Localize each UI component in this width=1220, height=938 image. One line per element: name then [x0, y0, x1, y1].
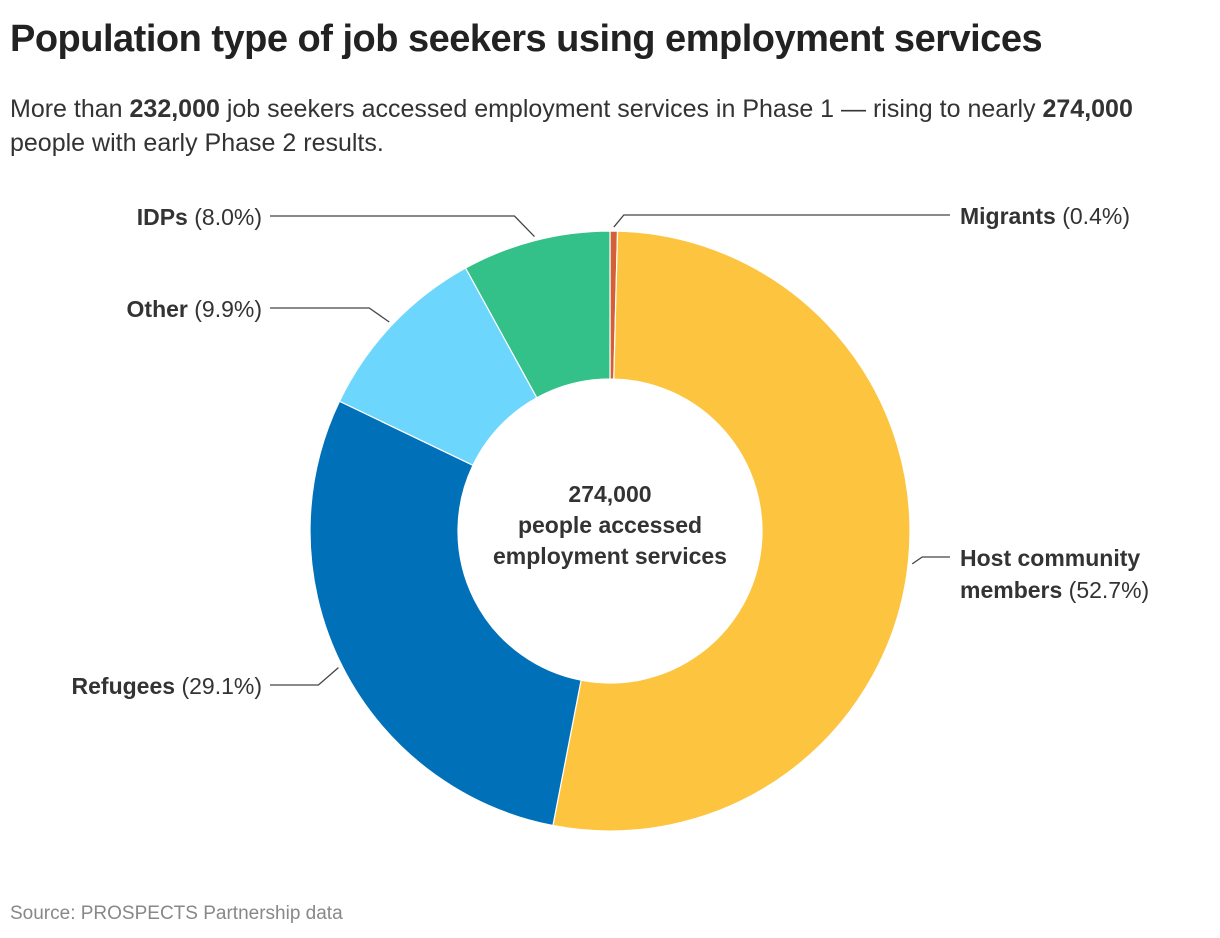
leader-line-refugees [270, 667, 339, 686]
leader-line-migrants [613, 214, 950, 228]
subtitle-phase2-count: 274,000 [1042, 95, 1133, 123]
leader-line-host-community-members [911, 556, 950, 565]
slice-host-community-members [552, 230, 911, 832]
slice-label-percent: (8.0%) [188, 204, 262, 230]
slice-label-name: Other [127, 296, 188, 322]
slice-idps [464, 230, 611, 399]
slice-labels-layer: Migrants (0.4%) Host community members (52… [72, 203, 1150, 699]
slice-label-refugees: Refugees (29.1%) [72, 673, 262, 699]
slice-label-name: IDPs [137, 204, 188, 230]
slice-label-migrants: Migrants (0.4%) [960, 203, 1130, 229]
subtitle-text-3: people with early Phase 2 results. [10, 129, 384, 157]
slice-label-idps: IDPs (8.0%) [137, 204, 262, 230]
slices-layer [309, 230, 911, 832]
chart-subtitle: More than 232,000 job seekers accessed e… [10, 92, 1190, 160]
leader-lines-layer [270, 214, 950, 686]
slice-label-host-community-members: Host community members (52.7%) [960, 545, 1149, 603]
slice-label-percent: (29.1%) [175, 673, 262, 699]
source-note: Source: PROSPECTS Partnership data [10, 903, 343, 924]
slice-label-name: Refugees [72, 673, 176, 699]
slice-label-other: Other (9.9%) [127, 296, 262, 322]
leader-line-idps [270, 215, 535, 237]
center-label-line: people accessed [518, 512, 702, 538]
slice-label-percent: (9.9%) [188, 296, 262, 322]
leader-line-other [270, 307, 390, 323]
slice-label-percent: (52.7%) [1062, 577, 1149, 603]
slice-label-name-line: Host community [960, 545, 1140, 571]
subtitle-text-2: job seekers accessed employment services… [219, 95, 1043, 123]
center-label-value: 274,000 [568, 481, 651, 507]
chart-title: Population type of job seekers using emp… [10, 18, 1043, 60]
slice-label-name-line: members [960, 577, 1062, 603]
subtitle-text-1: More than [10, 95, 130, 123]
center-label: 274,000 people accessed employment service… [493, 481, 727, 569]
donut-chart: Migrants (0.4%) Host community members (52… [72, 203, 1150, 832]
slice-label-name: Migrants [960, 203, 1056, 229]
slice-refugees [309, 400, 582, 827]
subtitle-phase1-count: 232,000 [129, 95, 220, 123]
slice-label-percent: (0.4%) [1056, 203, 1130, 229]
center-label-line: employment services [493, 543, 727, 569]
